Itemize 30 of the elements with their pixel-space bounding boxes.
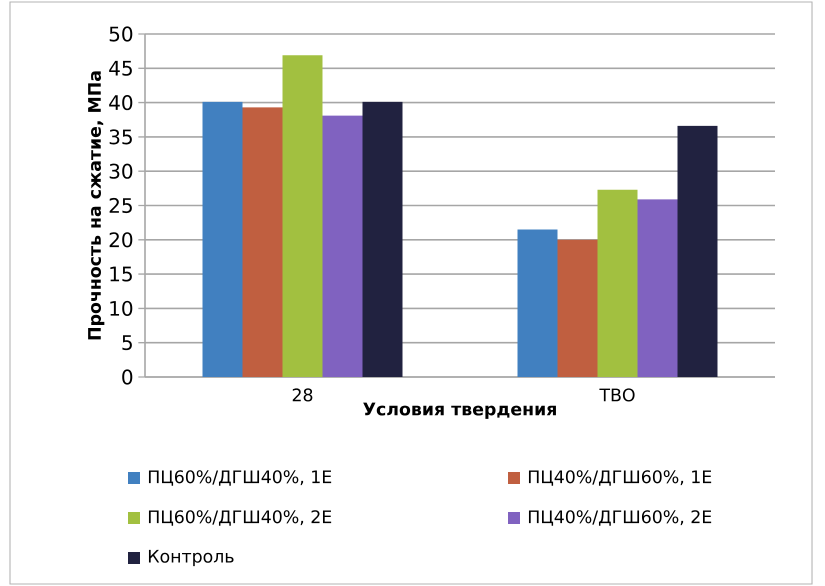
- legend-label: Контроль: [148, 550, 234, 566]
- x-axis-title: Условия твердения: [363, 402, 556, 419]
- bar: [322, 116, 362, 377]
- bar: [598, 190, 638, 377]
- bar: [678, 126, 718, 377]
- y-tick-label: 45: [109, 60, 132, 76]
- y-axis-title: Прочность на сжатие, МПа: [88, 71, 104, 340]
- y-tick-label: 30: [110, 164, 132, 179]
- legend-label: ПЦ40%/ДГШ60%, 1Е: [528, 470, 712, 486]
- bar: [242, 107, 283, 377]
- y-tick-label: 10: [110, 300, 132, 316]
- bar: [558, 240, 598, 377]
- bar: [282, 55, 322, 377]
- bar: [202, 102, 242, 377]
- bar: [638, 199, 678, 377]
- y-tick-label: 5: [122, 335, 132, 350]
- legend-label: ПЦ60%/ДГШ40%, 2Е: [148, 510, 332, 526]
- legend-label: ПЦ40%/ДГШ60%, 2Е: [528, 510, 712, 526]
- x-tick-label: ТВО: [599, 388, 635, 402]
- y-tick-label: 15: [110, 266, 132, 282]
- x-tick-label: 28: [292, 388, 312, 402]
- bar: [362, 102, 403, 377]
- y-tick-label: 20: [110, 232, 132, 248]
- bar: [518, 230, 558, 377]
- y-tick-label: 35: [110, 129, 132, 144]
- legend-label: ПЦ60%/ДГШ40%, 1Е: [148, 470, 332, 486]
- y-tick-label: 0: [122, 369, 132, 385]
- y-tick-label: 25: [110, 198, 132, 214]
- y-tick-label: 40: [109, 95, 132, 110]
- y-tick-label: 50: [110, 26, 132, 42]
